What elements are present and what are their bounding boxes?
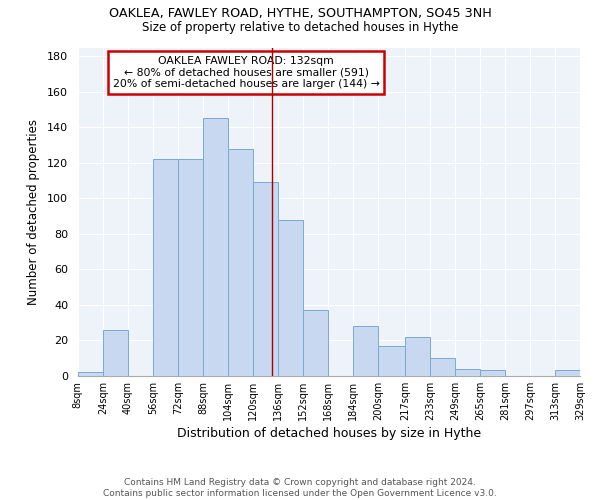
Bar bbox=[455, 368, 480, 376]
Bar bbox=[278, 220, 303, 376]
Bar bbox=[430, 358, 455, 376]
Bar bbox=[378, 346, 405, 376]
X-axis label: Distribution of detached houses by size in Hythe: Distribution of detached houses by size … bbox=[177, 427, 481, 440]
Text: Size of property relative to detached houses in Hythe: Size of property relative to detached ho… bbox=[142, 21, 458, 34]
Text: Contains HM Land Registry data © Crown copyright and database right 2024.
Contai: Contains HM Land Registry data © Crown c… bbox=[103, 478, 497, 498]
Bar bbox=[228, 148, 253, 376]
Bar bbox=[555, 370, 580, 376]
Text: OAKLEA, FAWLEY ROAD, HYTHE, SOUTHAMPTON, SO45 3NH: OAKLEA, FAWLEY ROAD, HYTHE, SOUTHAMPTON,… bbox=[109, 8, 491, 20]
Bar bbox=[78, 372, 103, 376]
Bar bbox=[480, 370, 505, 376]
Text: OAKLEA FAWLEY ROAD: 132sqm
← 80% of detached houses are smaller (591)
20% of sem: OAKLEA FAWLEY ROAD: 132sqm ← 80% of deta… bbox=[113, 56, 379, 89]
Bar bbox=[203, 118, 228, 376]
Bar bbox=[103, 330, 128, 376]
Y-axis label: Number of detached properties: Number of detached properties bbox=[27, 118, 40, 304]
Bar bbox=[253, 182, 278, 376]
Bar bbox=[303, 310, 328, 376]
Bar bbox=[353, 326, 378, 376]
Bar bbox=[153, 160, 178, 376]
Bar bbox=[405, 337, 430, 376]
Bar bbox=[178, 160, 203, 376]
